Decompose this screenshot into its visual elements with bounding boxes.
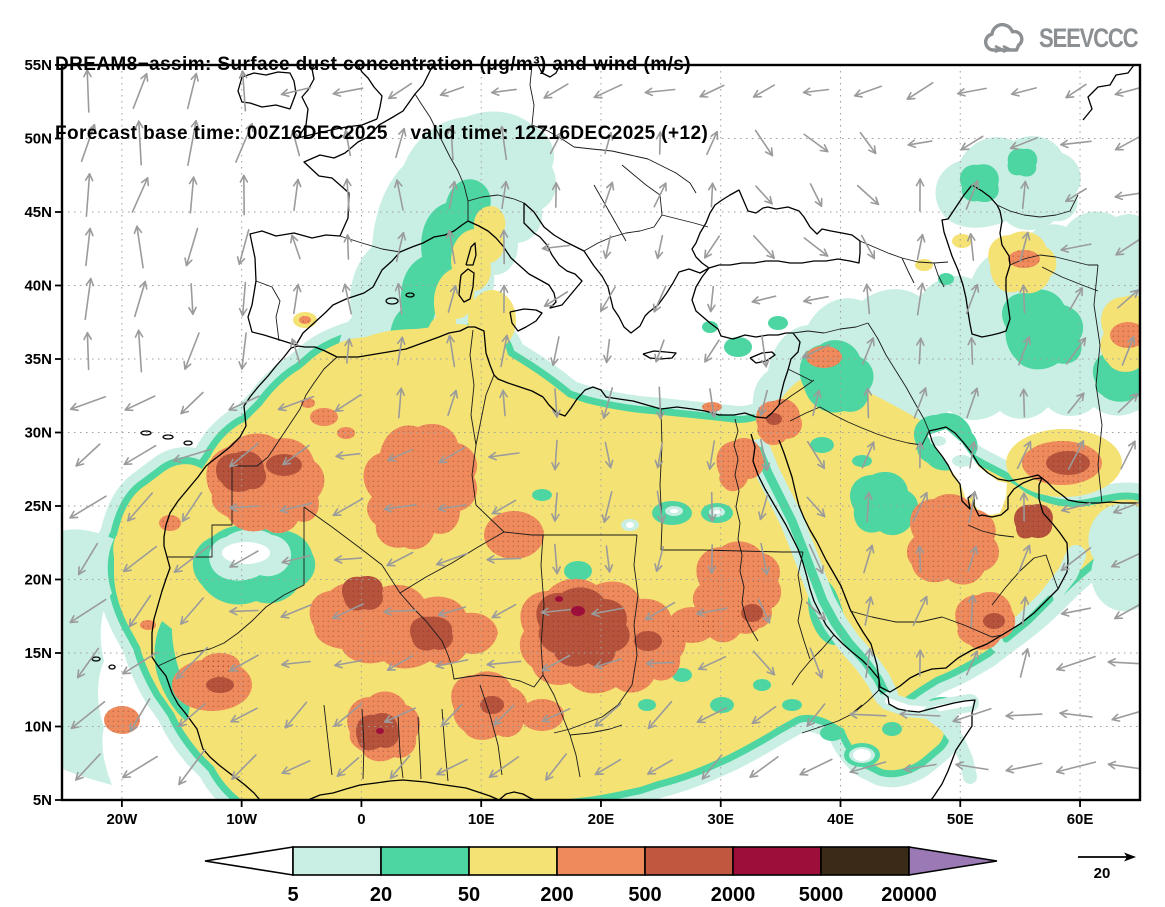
dust-layer-right-cyan (1088, 503, 1140, 612)
colorbar-segment (380, 846, 470, 876)
wind-reference: 20 (1078, 852, 1136, 882)
coastlines (91, 65, 1140, 800)
lon-label: 20E (588, 811, 615, 828)
cloud-icon (983, 22, 1024, 54)
country-borders (157, 65, 1103, 782)
wind-reference-value: 20 (1094, 865, 1111, 882)
lon-label: 30E (707, 811, 734, 828)
lat-label: 50N (24, 131, 52, 148)
title-line-2: Forecast base time: 00Z16DEC2025 valid t… (55, 123, 709, 144)
lat-label: 30N (24, 425, 52, 442)
lon-label: 10W (226, 811, 258, 828)
colorbar-segment (556, 846, 646, 876)
dust-layer-oman-teal (1002, 595, 1054, 643)
lat-label: 55N (24, 57, 52, 74)
lon-label: 50E (947, 811, 974, 828)
colorbar-value: 5000 (799, 884, 844, 906)
colorbar-value: 200 (540, 884, 573, 906)
dust-layer-somalia-cyan (923, 706, 977, 784)
lat-label: 10N (24, 719, 52, 736)
lon-label: 60E (1067, 811, 1094, 828)
lat-label: 35N (24, 351, 52, 368)
colorbar-segment (820, 846, 910, 876)
colorbar-value: 50 (458, 884, 480, 906)
colorbar-value: 20000 (881, 884, 937, 906)
colorbar-right-arrow (908, 846, 998, 876)
axis-labels: 55N 50N 45N 40N 35N 30N 25N 20N 15N 10N 5N 20W 10W 0 1… (24, 57, 1093, 828)
plot-titles: DREAM8−assim: Surface dust concentration… (55, 7, 708, 191)
lat-label: 45N (24, 204, 52, 221)
lon-label: 20W (106, 811, 138, 828)
colorbar-left-arrow (204, 846, 294, 876)
wind-arrows (69, 69, 1140, 786)
lat-label: 25N (24, 498, 52, 515)
map-layers (62, 65, 1140, 800)
lat-label: 40N (24, 278, 52, 295)
wind-reference-arrowhead (1124, 852, 1136, 862)
lat-label: 15N (24, 645, 52, 662)
dust-layer-gulf-spots (930, 436, 972, 467)
colorbar-value: 5 (287, 884, 298, 906)
dust-layer-maroon (376, 596, 585, 734)
colorbar-value: 500 (628, 884, 661, 906)
dust-layer-gulf-white (928, 429, 1007, 515)
lon-label: 10E (468, 811, 495, 828)
colorbar-value: 20 (370, 884, 392, 906)
colorbar-segment (292, 846, 382, 876)
logo-text: SEEVCCC (1038, 22, 1139, 53)
colorbar-segment (468, 846, 558, 876)
colorbar-segment (644, 846, 734, 876)
colorbar-value: 2000 (711, 884, 756, 906)
dust-layer-teal-blobs (390, 148, 1140, 402)
colorbar: 5 20 50 200 500 2000 5000 20000 (204, 846, 998, 906)
lon-label: 0 (357, 811, 365, 828)
lat-label: 20N (24, 572, 52, 589)
title-line-1: DREAM8−assim: Surface dust concentration… (55, 54, 691, 75)
graticule (62, 65, 1140, 800)
colorbar-segment (732, 846, 822, 876)
lat-label: 5N (33, 792, 52, 809)
lon-label: 40E (827, 811, 854, 828)
seevccc-logo: SEEVCCC (981, 20, 1159, 56)
